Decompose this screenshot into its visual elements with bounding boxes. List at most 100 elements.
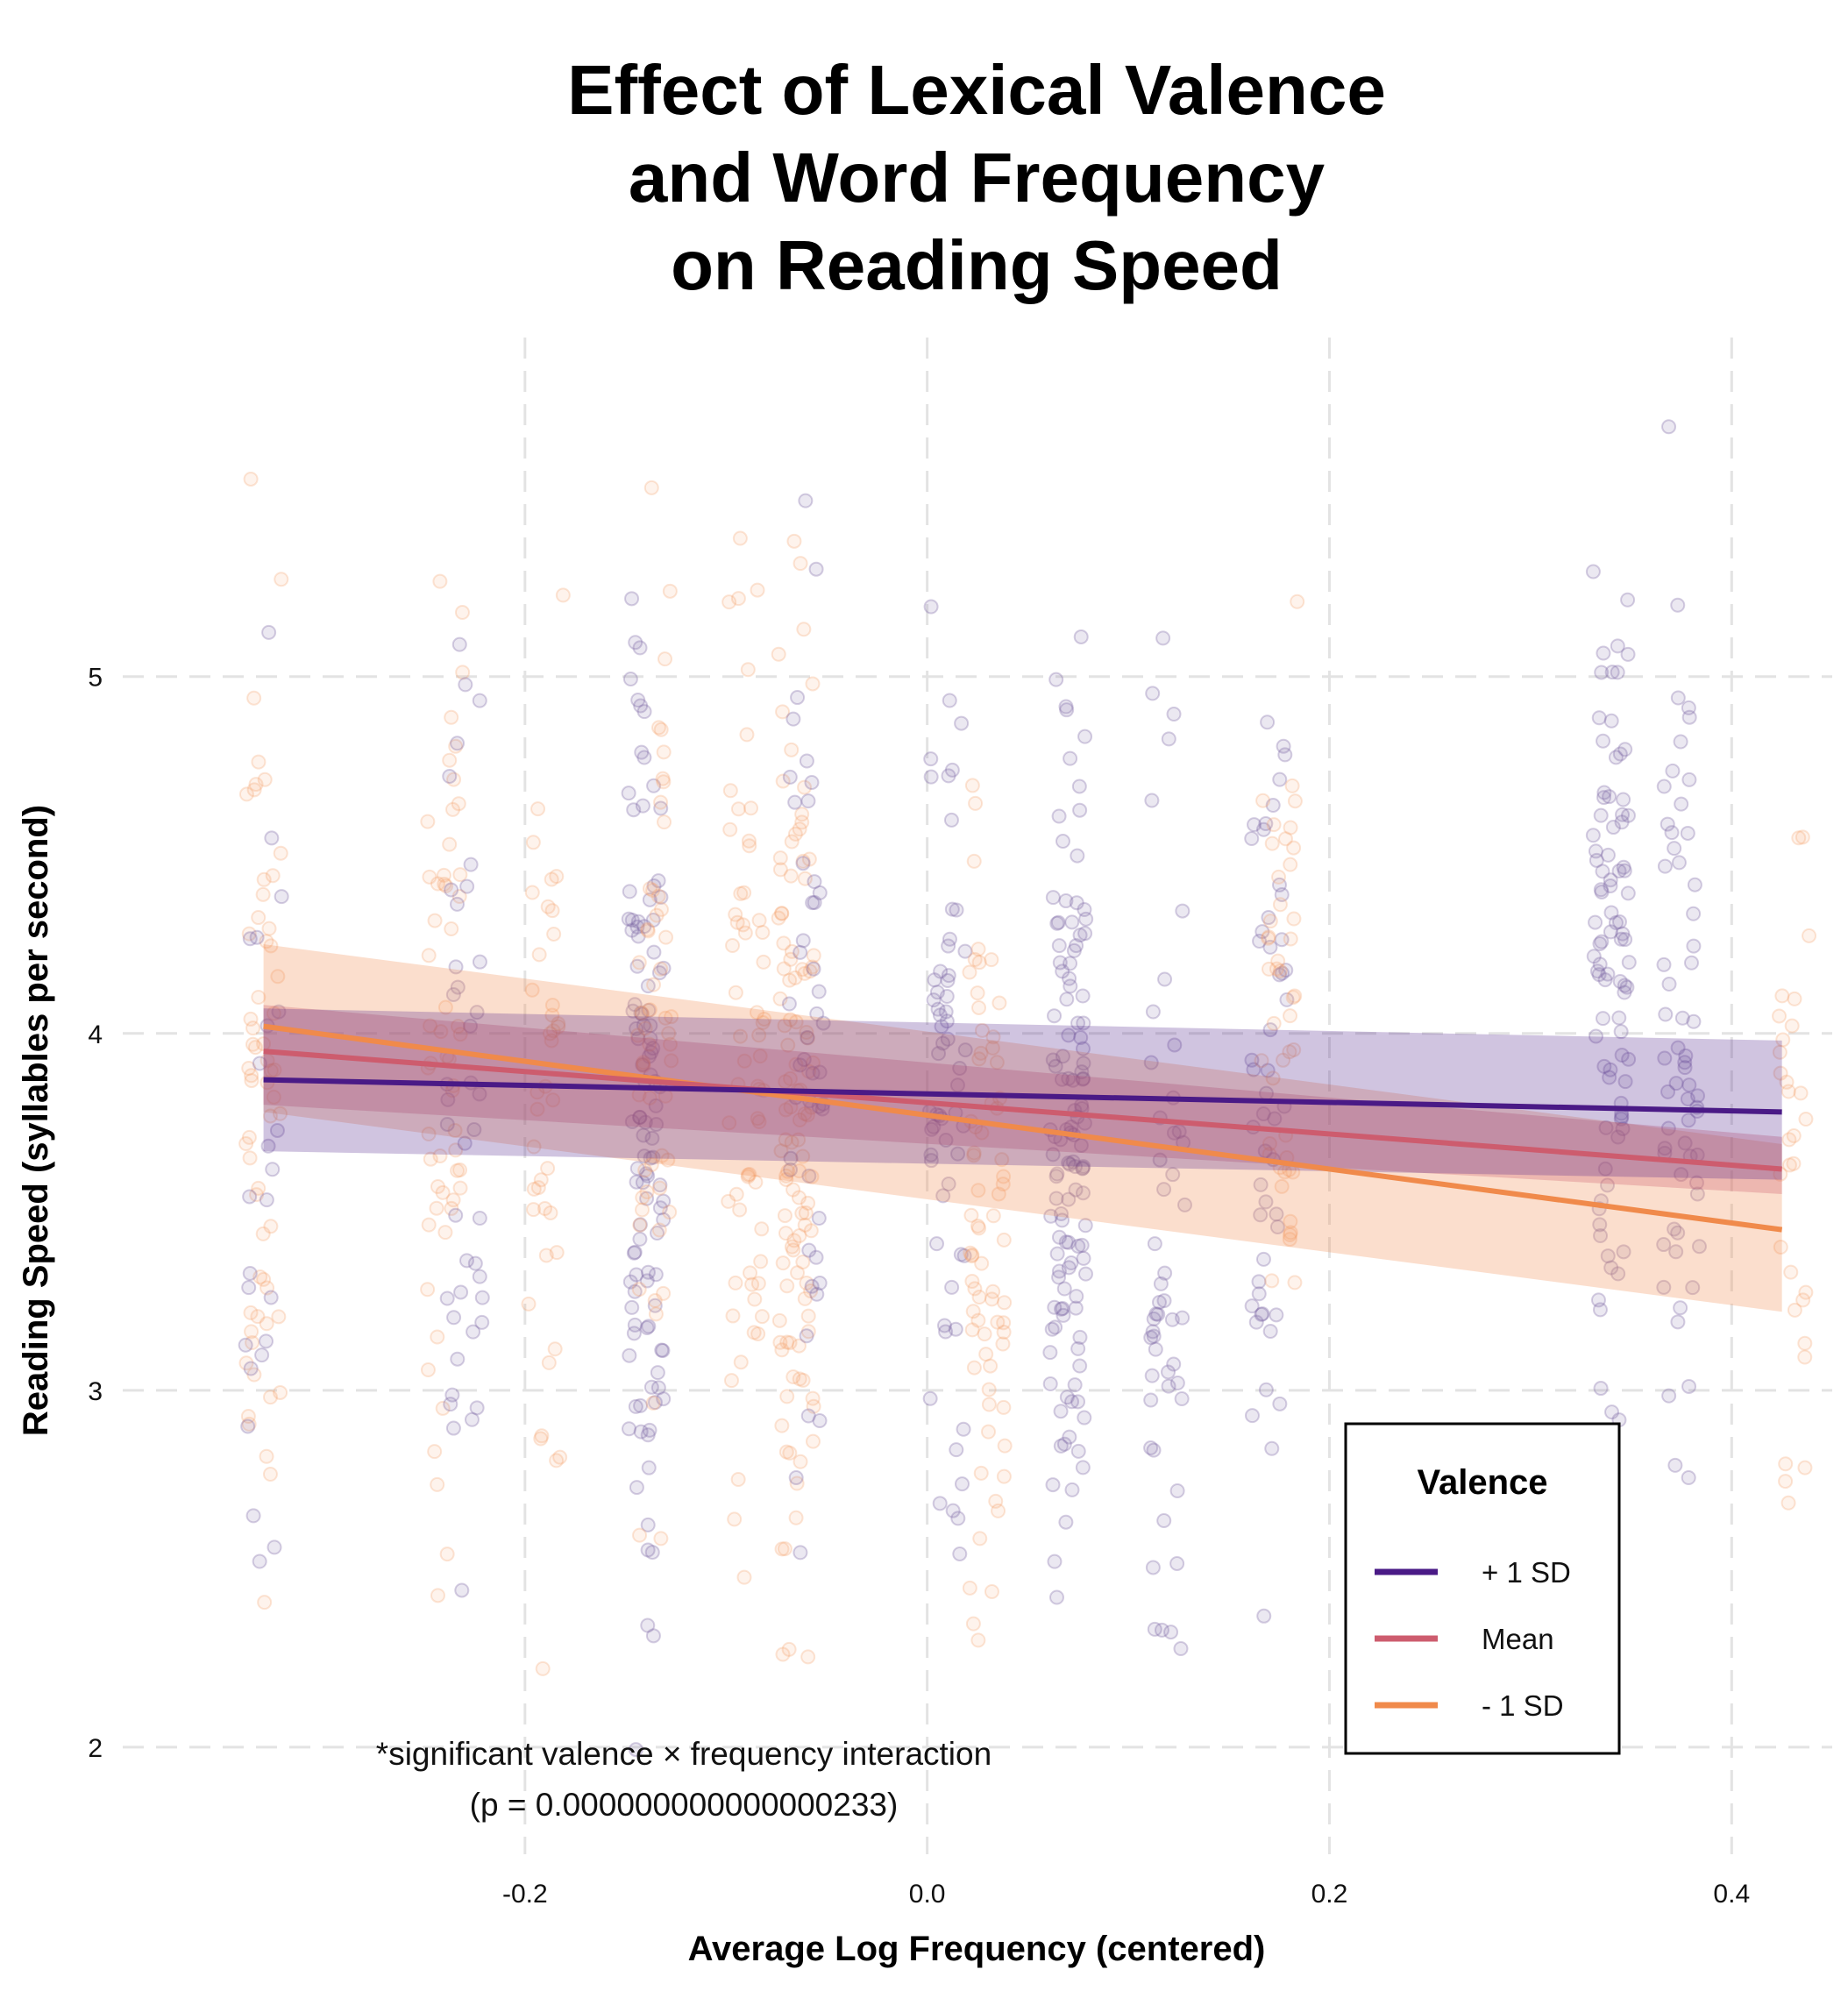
scatter-point (736, 1569, 752, 1585)
scatter-point (1072, 928, 1088, 943)
scatter-point (521, 1296, 537, 1312)
scatter-point (1657, 1050, 1673, 1066)
scatter-point (430, 1588, 445, 1603)
scatter-point (967, 1281, 983, 1297)
scatter-point (259, 1192, 274, 1208)
scatter-point (664, 1053, 679, 1069)
scatter-point (798, 1205, 814, 1221)
scatter-point (926, 992, 942, 1008)
scatter-point (794, 962, 810, 978)
scatter-point (622, 1421, 637, 1437)
scatter-point (544, 871, 559, 887)
scatter-point (922, 1390, 938, 1406)
scatter-point (242, 931, 258, 947)
scatter-point (1270, 953, 1286, 969)
scatter-point (241, 1280, 257, 1296)
scatter-point (1053, 1206, 1069, 1222)
scatter-point (455, 665, 471, 680)
scatter-point (771, 646, 786, 662)
scatter-point (252, 1554, 267, 1569)
scatter-point (439, 1291, 455, 1306)
y-axis-ticks: 2 3 4 5 (88, 664, 103, 1763)
scatter-point (924, 1121, 940, 1137)
scatter-point (1077, 926, 1093, 942)
scatter-point (450, 736, 466, 751)
scatter-point (537, 1201, 553, 1217)
scatter-point (1282, 1044, 1297, 1060)
scatter-point (771, 1312, 787, 1328)
scatter-point (1252, 933, 1268, 949)
scatter-point (797, 871, 813, 886)
scatter-point (656, 774, 672, 790)
scatter-point (1053, 1404, 1069, 1419)
scatter-point (775, 1255, 791, 1271)
scatter-point (664, 1009, 679, 1025)
scatter-point (750, 582, 765, 598)
scatter-point (1613, 1024, 1629, 1040)
scatter-point (531, 947, 547, 963)
scatter-point (1798, 1112, 1814, 1127)
scatter-point (1147, 1621, 1162, 1637)
scatter-point (981, 1382, 997, 1397)
scatter-point (1670, 1314, 1686, 1330)
scatter-point (255, 886, 271, 902)
scatter-point (540, 899, 556, 914)
scatter-point (1260, 1063, 1276, 1078)
scatter-point (1262, 1022, 1278, 1038)
scatter-point (1260, 715, 1276, 730)
scatter-point (262, 1466, 278, 1482)
scatter-point (938, 1133, 954, 1148)
scatter-point (1603, 905, 1619, 921)
scatter-point (730, 1471, 746, 1487)
scatter-point (1283, 1213, 1298, 1229)
scatter-point (450, 1351, 466, 1367)
scatter-point (1604, 1404, 1620, 1420)
scatter-point (754, 1221, 770, 1237)
scatter-point (1786, 1127, 1802, 1143)
scatter-point (1616, 792, 1631, 807)
scatter-point (1282, 1227, 1297, 1242)
scatter-point (262, 1390, 278, 1405)
scatter-point (1075, 1161, 1091, 1177)
x-tick-label: 0.4 (1713, 1880, 1750, 1909)
legend: Valence + 1 SD Mean - 1 SD (1344, 1422, 1621, 1755)
scatter-point (1166, 1125, 1182, 1141)
scatter-point (1283, 1225, 1298, 1241)
scatter-point (1048, 1169, 1064, 1184)
scatter-point (1277, 747, 1293, 763)
scatter-point (803, 1283, 819, 1299)
scatter-point (458, 677, 473, 693)
scatter-point (792, 1228, 807, 1244)
scatter-point (1076, 1250, 1091, 1266)
scatter-point (445, 987, 461, 1003)
scatter-point (1619, 979, 1635, 995)
scatter-point (635, 1056, 650, 1072)
scatter-point (1065, 1072, 1081, 1088)
scatter-point (1600, 847, 1616, 863)
scatter-point (430, 1329, 445, 1345)
scatter-point (1150, 1306, 1166, 1322)
scatter-point (988, 1493, 1004, 1509)
scatter-point (634, 1006, 650, 1022)
scatter-point (525, 835, 541, 850)
scatter-point (1593, 807, 1609, 823)
scatter-point (551, 1019, 566, 1035)
scatter-point (1283, 1008, 1298, 1024)
scatter-point (732, 1202, 748, 1218)
scatter-point (653, 961, 669, 977)
scatter-point (626, 802, 642, 818)
scatter-point (551, 1016, 566, 1032)
scatter-point (779, 1278, 795, 1294)
scatter-point (1266, 1015, 1282, 1031)
scatter-point (1074, 1237, 1090, 1253)
scatter-point (935, 1035, 951, 1051)
scatter-point (1591, 967, 1607, 983)
scatter-point (1589, 963, 1605, 979)
scatter-point (641, 1003, 657, 1019)
scatter-point (785, 1369, 801, 1384)
scatter-point (1051, 1263, 1067, 1279)
scatter-point (645, 883, 661, 899)
scatter-point (643, 480, 659, 495)
scatter-point (435, 1184, 451, 1200)
scatter-point (1274, 932, 1290, 948)
